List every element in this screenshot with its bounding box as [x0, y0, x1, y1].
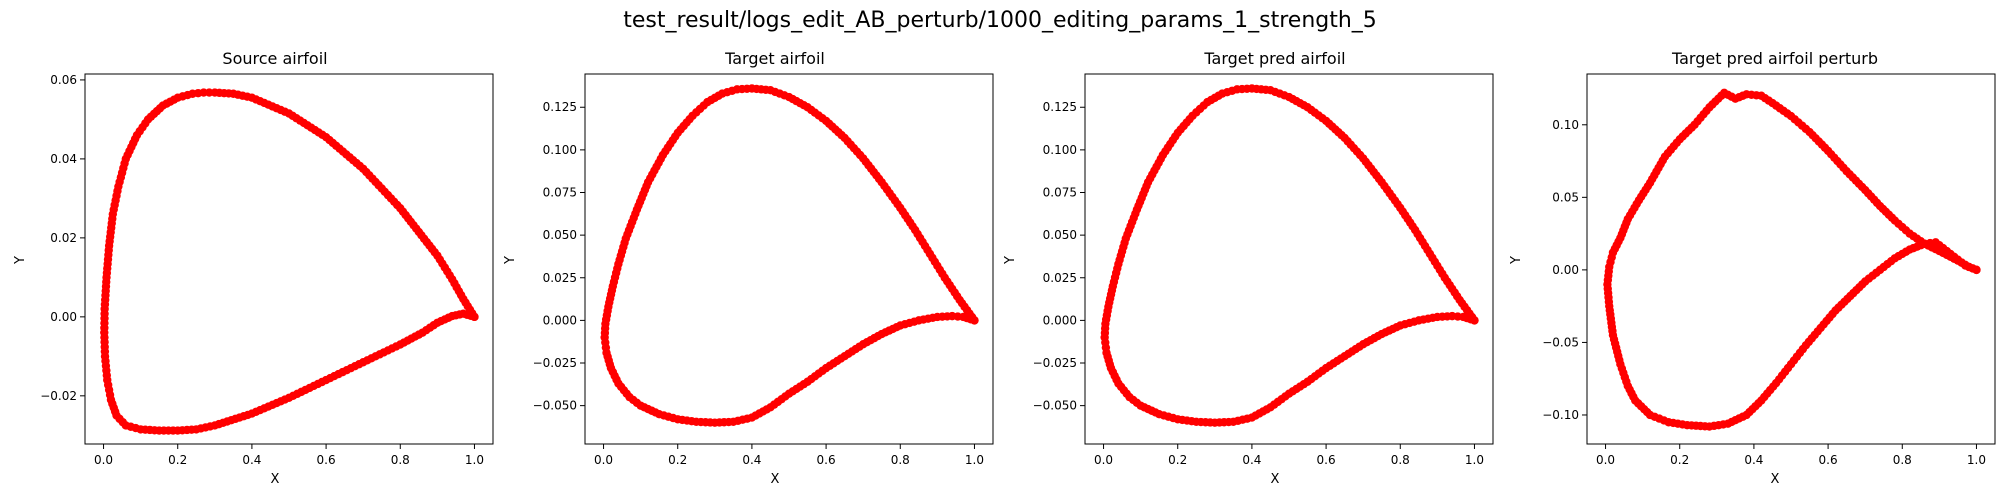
- x-tick-label: 1.0: [1967, 453, 1986, 467]
- y-tick-label: 0.025: [1043, 271, 1077, 285]
- panel-2-ylabel: Y: [1003, 256, 1018, 265]
- panel-3-title: Target pred airfoil perturb: [1671, 49, 1878, 68]
- y-tick-label: −0.10: [1542, 408, 1579, 422]
- y-tick-label: 0.050: [1043, 228, 1077, 242]
- x-tick-label: 0.8: [891, 453, 910, 467]
- panel-1-ylabel: Y: [503, 256, 518, 265]
- y-tick-label: 0.100: [1043, 143, 1077, 157]
- x-tick-label: 0.6: [317, 453, 336, 467]
- x-tick-label: 0.6: [1819, 453, 1838, 467]
- panel-1-xlabel: X: [771, 472, 780, 487]
- y-tick-label: 0.04: [50, 152, 77, 166]
- panel-1: Target airfoil X Y 0.0 0.2 0.4 0.6 0.8 1.0 −0.…: [503, 49, 994, 487]
- x-tick-label: 0.2: [1168, 453, 1187, 467]
- x-tick-label: 1.0: [965, 453, 984, 467]
- y-tick-label: −0.025: [1033, 356, 1077, 370]
- x-tick-label: 0.4: [1242, 453, 1261, 467]
- figure-suptitle: test_result/logs_edit_AB_perturb/1000_ed…: [623, 8, 1377, 33]
- x-tick-label: 0.2: [1670, 453, 1689, 467]
- panel-3: Target pred airfoil perturb X Y 0.0 0.2 0.…: [1509, 49, 1996, 487]
- x-tick-label: 0.2: [168, 453, 187, 467]
- x-tick-label: 0.8: [1391, 453, 1410, 467]
- y-tick-label: −0.050: [1033, 399, 1077, 413]
- y-tick-label: 0.00: [50, 310, 77, 324]
- data-point: [470, 312, 479, 322]
- y-tick-label: −0.050: [533, 399, 577, 413]
- data-point: [1470, 316, 1479, 325]
- y-tick-label: 0.000: [1043, 313, 1077, 327]
- y-tick-label: 0.025: [543, 271, 577, 285]
- panel-3-axes-frame: [1586, 73, 1996, 445]
- panel-1-axes-frame: [584, 73, 994, 445]
- panel-2-markers: [1100, 84, 1479, 427]
- x-tick-label: 0.0: [1094, 453, 1113, 467]
- y-tick-label: 0.125: [543, 100, 577, 114]
- data-point: [1972, 265, 1981, 275]
- y-tick-label: 0.075: [543, 186, 577, 200]
- panel-0-markers: [100, 88, 479, 435]
- data-point: [970, 316, 979, 325]
- panel-0-ylabel: Y: [13, 256, 28, 265]
- x-tick-label: 0.8: [391, 453, 410, 467]
- panel-3-ylabel: Y: [1509, 256, 1524, 265]
- panel-0-axes-frame: [84, 73, 494, 445]
- y-tick-label: 0.000: [543, 313, 577, 327]
- panel-1-markers: [600, 84, 979, 427]
- panel-3-markers: [1603, 88, 1981, 431]
- x-tick-label: 0.2: [668, 453, 687, 467]
- panel-2: Target pred airfoil X Y 0.0 0.2 0.4 0.6 0.8 1…: [1003, 49, 1494, 487]
- y-tick-label: 0.00: [1552, 263, 1579, 277]
- panel-2-title: Target pred airfoil: [1203, 49, 1345, 68]
- x-tick-label: 0.4: [1744, 453, 1763, 467]
- x-tick-label: 1.0: [465, 453, 484, 467]
- y-tick-label: 0.02: [50, 231, 77, 245]
- x-tick-label: 0.8: [1893, 453, 1912, 467]
- y-tick-label: 0.075: [1043, 186, 1077, 200]
- y-tick-label: 0.05: [1552, 190, 1579, 204]
- panel-0: Source airfoil X Y 0.0 0.2 0.4 0.6 0.8 1.0 −0.…: [13, 49, 494, 487]
- panel-1-title: Target airfoil: [724, 49, 825, 68]
- y-tick-label: 0.100: [543, 143, 577, 157]
- y-tick-label: 0.06: [50, 73, 77, 87]
- x-tick-label: 0.6: [1317, 453, 1336, 467]
- panel-0-title: Source airfoil: [222, 49, 327, 68]
- x-tick-label: 1.0: [1465, 453, 1484, 467]
- y-tick-label: 0.10: [1552, 118, 1579, 132]
- y-tick-label: 0.125: [1043, 100, 1077, 114]
- y-tick-label: −0.05: [1542, 335, 1579, 349]
- x-tick-label: 0.4: [742, 453, 761, 467]
- x-tick-label: 0.6: [817, 453, 836, 467]
- panel-2-xlabel: X: [1271, 472, 1280, 487]
- panel-2-axes-frame: [1084, 73, 1494, 445]
- y-tick-label: −0.025: [533, 356, 577, 370]
- panel-3-xlabel: X: [1771, 472, 1780, 487]
- x-tick-label: 0.0: [94, 453, 113, 467]
- y-tick-label: −0.02: [40, 389, 77, 403]
- x-tick-label: 0.4: [242, 453, 261, 467]
- panel-0-xlabel: X: [271, 472, 280, 487]
- y-tick-label: 0.050: [543, 228, 577, 242]
- x-tick-label: 0.0: [1596, 453, 1615, 467]
- x-tick-label: 0.0: [594, 453, 613, 467]
